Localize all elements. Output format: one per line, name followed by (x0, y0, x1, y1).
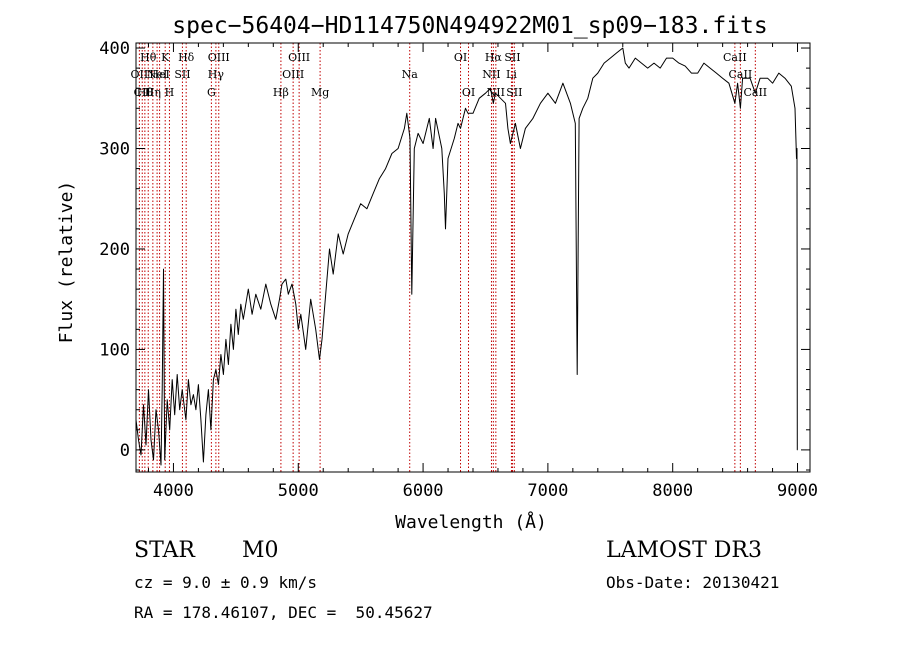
line-marker-label: Hδ (178, 51, 195, 64)
line-marker-label: OIII (282, 68, 304, 81)
y-axis-label: Flux (relative) (56, 181, 77, 344)
line-marker-label: NII (482, 68, 500, 81)
line-marker-label: OI (462, 86, 475, 99)
y-tick-label: 400 (99, 39, 130, 59)
y-tick-label: 100 (99, 340, 130, 360)
line-marker-label: CaII (729, 68, 753, 81)
x-axis-label: Wavelength (Å) (395, 511, 547, 533)
line-marker-label: OI (454, 51, 467, 64)
line-marker-label: Li (506, 68, 517, 81)
spectrum-line (135, 47, 798, 466)
line-marker-label: Na (402, 68, 419, 81)
line-marker-label: Hθ (137, 86, 154, 99)
line-marker-label: NII (487, 86, 505, 99)
line-marker-label: OII (131, 68, 149, 81)
object-subclass: M0 (242, 538, 279, 563)
observation-date: Obs-Date: 20130421 (606, 573, 780, 592)
coordinates-readout: RA = 178.46107, DEC = 50.45627 (134, 603, 433, 622)
survey-name: LAMOST DR3 (606, 538, 762, 563)
y-tick-label: 300 (99, 139, 130, 159)
line-label-layer: OIICIIHθHθHηNeIHeIKHSIIHδGHγOIIIHβOIIIOI… (131, 51, 768, 99)
line-marker-label: CaII (723, 51, 747, 64)
line-marker-label: HeI (149, 68, 169, 81)
line-marker-layer (138, 43, 756, 472)
x-tick-label: 4000 (153, 481, 194, 501)
line-marker-label: CII (134, 86, 151, 99)
redshift-readout: cz = 9.0 ± 0.9 km/s (134, 573, 318, 592)
plot-frame (135, 42, 811, 473)
line-marker-label: Hβ (273, 86, 289, 99)
x-tick-label: 8000 (652, 481, 693, 501)
line-marker-label: OIII (208, 51, 230, 64)
line-marker-label: H (165, 86, 175, 99)
line-marker-label: Hθ (140, 51, 157, 64)
object-class: STAR (134, 538, 195, 563)
x-tick-label: 5000 (278, 481, 319, 501)
chart-title: spec−56404−HD114750N494922M01_sp09−183.f… (172, 13, 767, 39)
spectrum-layer (135, 47, 798, 466)
line-marker-label: K (161, 51, 170, 64)
x-tick-label: 7000 (527, 481, 568, 501)
line-marker-label: OIII (288, 51, 310, 64)
x-tick-label: 6000 (403, 481, 444, 501)
axes-layer: 4000 5000 6000 7000 8000 9000 0 100 200 300 400 (99, 39, 818, 501)
line-marker-label: Hγ (208, 68, 225, 81)
line-marker-label: SII (504, 51, 520, 64)
line-marker-label: Hη (145, 86, 161, 99)
y-tick-label: 200 (99, 240, 130, 260)
line-marker-label: G (207, 86, 216, 99)
line-marker-label: SII (506, 86, 522, 99)
line-marker-label: Mg (311, 86, 329, 99)
y-tick-label: 0 (120, 441, 130, 461)
line-marker-label: Hα (485, 51, 503, 64)
line-marker-label: NeI (147, 68, 167, 81)
x-tick-label: 9000 (777, 481, 818, 501)
line-marker-label: SII (174, 68, 190, 81)
